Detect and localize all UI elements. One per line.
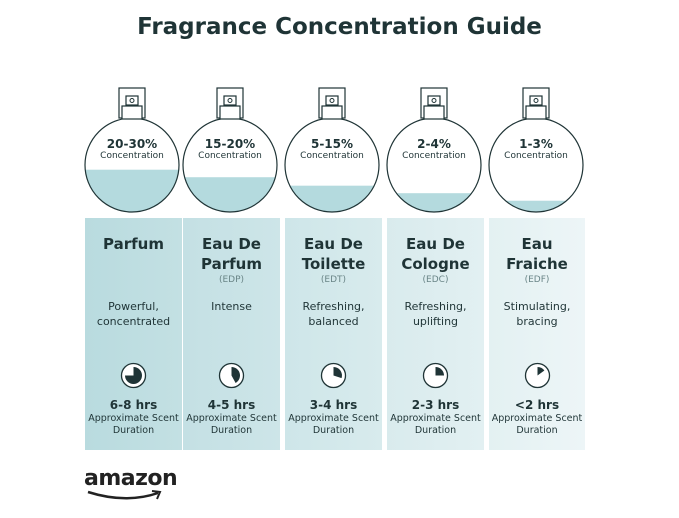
type-description: Powerful, concentrated bbox=[96, 300, 171, 328]
type-column: Eau De Parfum (EDP) Intense 4-5 hrs Appr… bbox=[183, 218, 280, 450]
duration-value: 6-8 hrs bbox=[109, 398, 158, 412]
bottle-label: 20-30% Concentration bbox=[87, 137, 177, 161]
type-abbr: (EDF) bbox=[524, 275, 550, 285]
smile-arrow-icon bbox=[87, 490, 162, 500]
clock-icon bbox=[422, 362, 449, 389]
type-column: Eau De Cologne (EDC) Refreshing, uplifti… bbox=[387, 218, 484, 450]
liquid-level bbox=[387, 193, 481, 212]
liquid-level bbox=[489, 200, 583, 212]
concentration-value: 2-4% bbox=[417, 137, 451, 151]
clock-icon bbox=[218, 362, 245, 389]
bottle-label: 2-4% Concentration bbox=[389, 137, 479, 161]
concentration-label: Concentration bbox=[402, 151, 466, 161]
bottles bbox=[84, 87, 584, 213]
concentration-value: 20-30% bbox=[106, 137, 158, 151]
type-name: Eau De Parfum bbox=[201, 235, 262, 273]
concentration-value: 5-15% bbox=[310, 137, 354, 151]
bottle-label: 5-15% Concentration bbox=[287, 137, 377, 161]
type-description: Refreshing, balanced bbox=[302, 300, 365, 328]
concentration-value: 1-3% bbox=[519, 137, 553, 151]
type-name: Parfum bbox=[103, 235, 164, 253]
duration-label: Approximate Scent Duration bbox=[491, 413, 583, 436]
type-abbr: (EDP) bbox=[218, 275, 245, 285]
type-description: Refreshing, uplifting bbox=[404, 300, 467, 328]
page-title: Fragrance Concentration Guide bbox=[137, 14, 542, 40]
type-column: Eau Fraiche (EDF) Stimulating, bracing <… bbox=[489, 218, 585, 450]
clock-fill bbox=[537, 367, 545, 376]
concentration-label: Concentration bbox=[300, 151, 364, 161]
concentration-label: Concentration bbox=[504, 151, 568, 161]
type-description: Stimulating, bracing bbox=[503, 300, 571, 328]
type-name: Eau Fraiche bbox=[506, 235, 568, 273]
duration-label: Approximate Scent Duration bbox=[288, 413, 379, 436]
duration-value: 3-4 hrs bbox=[309, 398, 358, 412]
clock-fill bbox=[231, 367, 240, 383]
type-abbr: (EDC) bbox=[422, 275, 449, 285]
type-name: Eau De Cologne bbox=[401, 235, 470, 273]
type-description: Intense bbox=[211, 300, 252, 313]
liquid-level bbox=[285, 185, 379, 212]
bottle bbox=[488, 87, 584, 213]
liquid-level bbox=[85, 169, 179, 212]
clock-icon bbox=[524, 362, 551, 389]
concentration-label: Concentration bbox=[198, 151, 262, 161]
duration-label: Approximate Scent Duration bbox=[186, 413, 277, 436]
duration-value: <2 hrs bbox=[514, 398, 560, 412]
type-name: Eau De Toilette bbox=[301, 235, 366, 273]
bottle-label: 15-20% Concentration bbox=[185, 137, 275, 161]
type-column: Parfum Powerful, concentrated 6-8 hrs Ap… bbox=[85, 218, 182, 450]
type-abbr bbox=[85, 275, 182, 287]
concentration-label: Concentration bbox=[100, 151, 164, 161]
clock-fill bbox=[125, 367, 142, 384]
clock-fill bbox=[435, 367, 444, 376]
bottle-label: 1-3% Concentration bbox=[491, 137, 581, 161]
duration-value: 4-5 hrs bbox=[207, 398, 256, 412]
amazon-logo: amazon bbox=[84, 466, 178, 500]
concentration-value: 15-20% bbox=[204, 137, 256, 151]
duration-value: 2-3 hrs bbox=[411, 398, 460, 412]
type-abbr: (EDT) bbox=[320, 275, 347, 285]
duration-label: Approximate Scent Duration bbox=[88, 413, 179, 436]
clock-icon bbox=[120, 362, 147, 389]
type-column: Eau De Toilette (EDT) Refreshing, balanc… bbox=[285, 218, 382, 450]
clock-icon bbox=[320, 362, 347, 389]
duration-label: Approximate Scent Duration bbox=[390, 413, 481, 436]
clock-fill bbox=[333, 367, 342, 379]
